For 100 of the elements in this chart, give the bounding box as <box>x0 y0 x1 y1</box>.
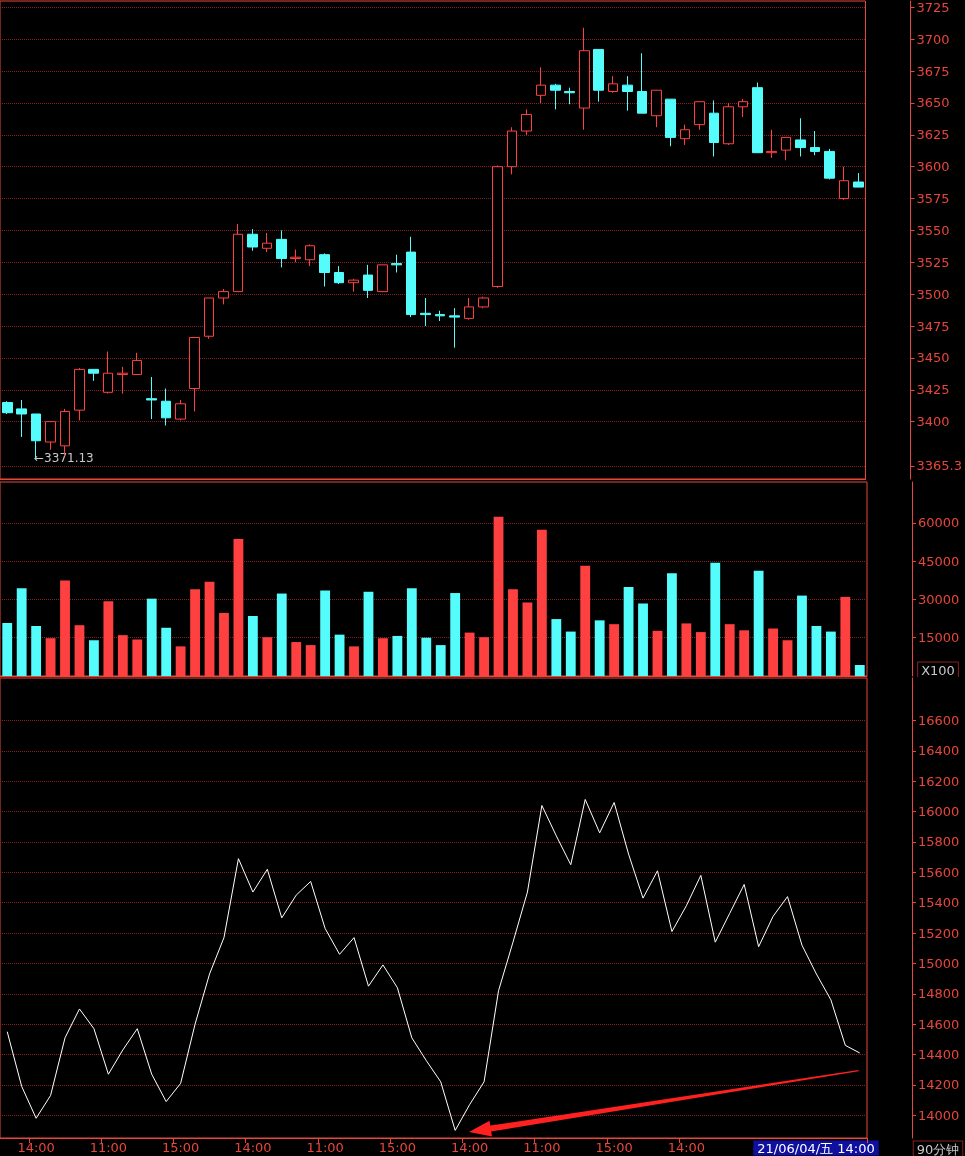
bar <box>450 593 461 676</box>
y-tick-label: 14000 <box>918 1107 960 1123</box>
bar <box>334 634 345 676</box>
candlestick <box>752 82 763 154</box>
candlestick <box>781 136 791 161</box>
bar <box>681 623 692 676</box>
candlestick <box>564 87 575 105</box>
candlestick <box>766 129 777 159</box>
candlestick <box>492 164 503 289</box>
candlestick <box>709 99 719 158</box>
candlestick <box>637 52 647 114</box>
bar <box>262 637 273 676</box>
x-tick-label: 14:00 <box>450 1140 489 1155</box>
candlestick <box>16 399 27 438</box>
bar <box>479 637 489 676</box>
candlestick <box>161 388 171 426</box>
y-tick-label: 3725 <box>916 0 950 15</box>
bar <box>74 625 85 676</box>
x-tick-label: 11:00 <box>523 1140 561 1155</box>
bar <box>667 573 677 676</box>
candlestick <box>579 27 590 131</box>
candlestick <box>319 252 330 288</box>
bar <box>2 622 13 676</box>
bar <box>638 603 648 676</box>
candlestick <box>146 376 157 420</box>
bar <box>739 630 750 676</box>
y-tick-label: 15000 <box>918 955 960 971</box>
x-tick-label: 11:00 <box>89 1140 128 1155</box>
bar <box>580 565 591 676</box>
y-tick-label: 15000 <box>918 630 960 646</box>
y-tick-label: 3365.3 <box>916 458 963 474</box>
bar <box>276 593 287 676</box>
bar <box>508 589 518 676</box>
candlestick <box>348 278 359 293</box>
candlestick <box>593 48 604 103</box>
bar <box>219 612 229 676</box>
y-tick-label: 3425 <box>916 382 950 398</box>
y-tick-label: 3525 <box>916 254 950 270</box>
x-tick-label: 11:00 <box>306 1140 344 1155</box>
candlestick <box>218 288 229 305</box>
y-tick-label: 14600 <box>918 1016 960 1032</box>
candlestick <box>651 89 662 128</box>
candlestick <box>608 75 618 94</box>
y-tick-label: 15600 <box>918 864 960 880</box>
bar <box>16 588 27 676</box>
bar <box>493 516 504 676</box>
candlestick <box>175 399 186 421</box>
candlestick <box>262 232 272 253</box>
bar <box>305 645 316 676</box>
candlestick <box>464 297 474 321</box>
candlestick <box>406 236 416 318</box>
candlestick <box>132 352 142 375</box>
x-tick-label: 14:00 <box>17 1140 55 1155</box>
candlestick <box>795 117 806 158</box>
x-tick-label: 15:00 <box>595 1140 633 1155</box>
y-tick-label: 14400 <box>918 1047 960 1062</box>
bar <box>840 596 851 676</box>
bar <box>825 631 836 676</box>
bar <box>435 645 446 676</box>
y-tick-label: 3650 <box>916 95 950 111</box>
text: X100 <box>921 662 955 678</box>
x-tick-label: 14:00 <box>667 1140 706 1155</box>
bar <box>60 580 70 676</box>
y-tick-label: 15200 <box>918 925 960 941</box>
y-tick-label: 3475 <box>916 318 950 334</box>
bar <box>31 625 42 676</box>
candlestick <box>233 223 243 293</box>
bar <box>291 642 302 676</box>
bar <box>378 638 388 676</box>
candlestick <box>622 75 633 112</box>
bar <box>551 619 562 676</box>
candlestick <box>290 249 301 263</box>
y-tick-label: 16200 <box>918 773 960 789</box>
y-tick-label: 60000 <box>918 515 960 531</box>
text: 90分钟 <box>916 1141 960 1156</box>
candlestick <box>45 421 56 451</box>
candlestick <box>723 102 734 146</box>
candlestick <box>449 307 460 349</box>
bar <box>392 635 403 676</box>
bar <box>421 637 432 676</box>
candlestick <box>550 83 561 110</box>
candlestick <box>377 264 388 293</box>
candlestick <box>853 172 864 188</box>
candlestick <box>247 228 258 252</box>
candlestick <box>507 126 517 175</box>
y-tick-label: 3700 <box>916 31 950 47</box>
bar <box>522 602 533 676</box>
y-tick-label: 3625 <box>916 127 950 143</box>
y-tick-label: 16000 <box>918 804 960 820</box>
bar <box>161 627 172 676</box>
text: 21/06/04/五 14:00 <box>757 1140 875 1156</box>
bar <box>724 624 735 676</box>
bar <box>175 646 186 676</box>
bar <box>103 601 114 676</box>
candlestick <box>117 366 128 395</box>
y-tick-label: 15400 <box>918 895 960 911</box>
bar <box>565 631 576 676</box>
y-tick-label: 30000 <box>918 591 960 607</box>
x-tick-label: 15:00 <box>161 1140 200 1155</box>
candlestick <box>810 130 820 156</box>
